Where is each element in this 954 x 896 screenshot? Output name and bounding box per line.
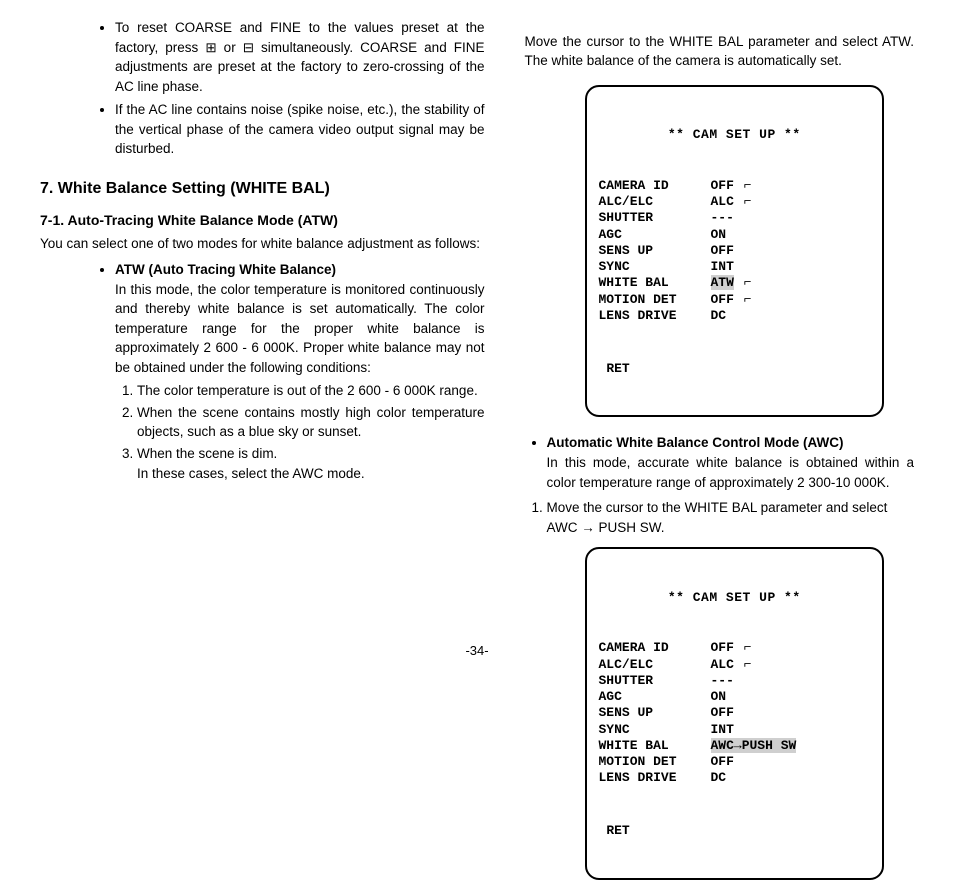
menu-row: LENS DRIVEDC xyxy=(599,770,871,786)
menu-row: AGCON xyxy=(599,689,871,705)
menu-row: CAMERA IDOFF ⌐ xyxy=(599,178,871,194)
awc-desc: In this mode, accurate white balance is … xyxy=(547,455,915,490)
menu-row: WHITE BALATW ⌐ xyxy=(599,275,871,291)
menu-row: ALC/ELCALC ⌐ xyxy=(599,194,871,210)
right-column: Move the cursor to the WHITE BAL paramet… xyxy=(525,18,915,896)
cond-2: When the scene contains mostly high colo… xyxy=(137,403,485,442)
menu-row: SYNCINT xyxy=(599,722,871,738)
atw-item: ATW (Auto Tracing White Balance) In this… xyxy=(115,260,485,483)
bullet-1: To reset COARSE and FINE to the values p… xyxy=(115,18,485,96)
awc-item: Automatic White Balance Control Mode (AW… xyxy=(547,433,915,492)
menu-box-2: ** CAM SET UP ** CAMERA IDOFF ⌐ALC/ELCAL… xyxy=(585,547,885,880)
menu2-ret: RET xyxy=(599,823,871,839)
menu-row: MOTION DETOFF ⌐ xyxy=(599,292,871,308)
menu-row: SYNCINT xyxy=(599,259,871,275)
section-heading: 7. White Balance Setting (WHITE BAL) xyxy=(40,177,485,200)
lead-text: You can select one of two modes for whit… xyxy=(40,234,485,254)
atw-conditions: The color temperature is out of the 2 60… xyxy=(115,381,485,483)
menu-row: MOTION DETOFF xyxy=(599,754,871,770)
menu2-rows: CAMERA IDOFF ⌐ALC/ELCALC ⌐SHUTTER---AGCO… xyxy=(599,640,871,786)
menu-row: SENS UPOFF xyxy=(599,705,871,721)
awc-step-1: Move the cursor to the WHITE BAL paramet… xyxy=(547,498,915,537)
left-column: To reset COARSE and FINE to the values p… xyxy=(40,18,485,896)
menu-row: SENS UPOFF xyxy=(599,243,871,259)
bullet-2: If the AC line contains noise (spike noi… xyxy=(115,100,485,159)
cond-3: When the scene is dim. In these cases, s… xyxy=(137,444,485,483)
atw-tail: In these cases, select the AWC mode. xyxy=(137,466,365,481)
awc-title: Automatic White Balance Control Mode (AW… xyxy=(547,435,844,450)
awc-steps: Move the cursor to the WHITE BAL paramet… xyxy=(525,498,915,537)
cond-3-text: When the scene is dim. xyxy=(137,446,277,461)
page: To reset COARSE and FINE to the values p… xyxy=(0,0,954,896)
menu1-title: ** CAM SET UP ** xyxy=(599,127,871,143)
subsection-heading: 7-1. Auto-Tracing White Balance Mode (AT… xyxy=(40,210,485,230)
awc-block: Automatic White Balance Control Mode (AW… xyxy=(525,433,915,492)
right-lead: Move the cursor to the WHITE BAL paramet… xyxy=(525,32,915,71)
menu-box-1: ** CAM SET UP ** CAMERA IDOFF ⌐ALC/ELCAL… xyxy=(585,85,885,418)
page-number: -34- xyxy=(0,643,954,658)
menu1-ret: RET xyxy=(599,361,871,377)
menu1-rows: CAMERA IDOFF ⌐ALC/ELCALC ⌐SHUTTER---AGCO… xyxy=(599,178,871,324)
menu-row: ALC/ELCALC ⌐ xyxy=(599,657,871,673)
menu2-title: ** CAM SET UP ** xyxy=(599,590,871,606)
menu-row: LENS DRIVEDC xyxy=(599,308,871,324)
menu-row: WHITE BALAWC→PUSH SW xyxy=(599,738,871,754)
menu-row: SHUTTER--- xyxy=(599,210,871,226)
atw-block: ATW (Auto Tracing White Balance) In this… xyxy=(95,260,485,483)
cond-1: The color temperature is out of the 2 60… xyxy=(137,381,485,401)
atw-title: ATW (Auto Tracing White Balance) xyxy=(115,262,336,277)
menu-row: SHUTTER--- xyxy=(599,673,871,689)
atw-desc: In this mode, the color temperature is m… xyxy=(115,280,485,378)
menu-row: AGCON xyxy=(599,227,871,243)
intro-bullets: To reset COARSE and FINE to the values p… xyxy=(95,18,485,159)
